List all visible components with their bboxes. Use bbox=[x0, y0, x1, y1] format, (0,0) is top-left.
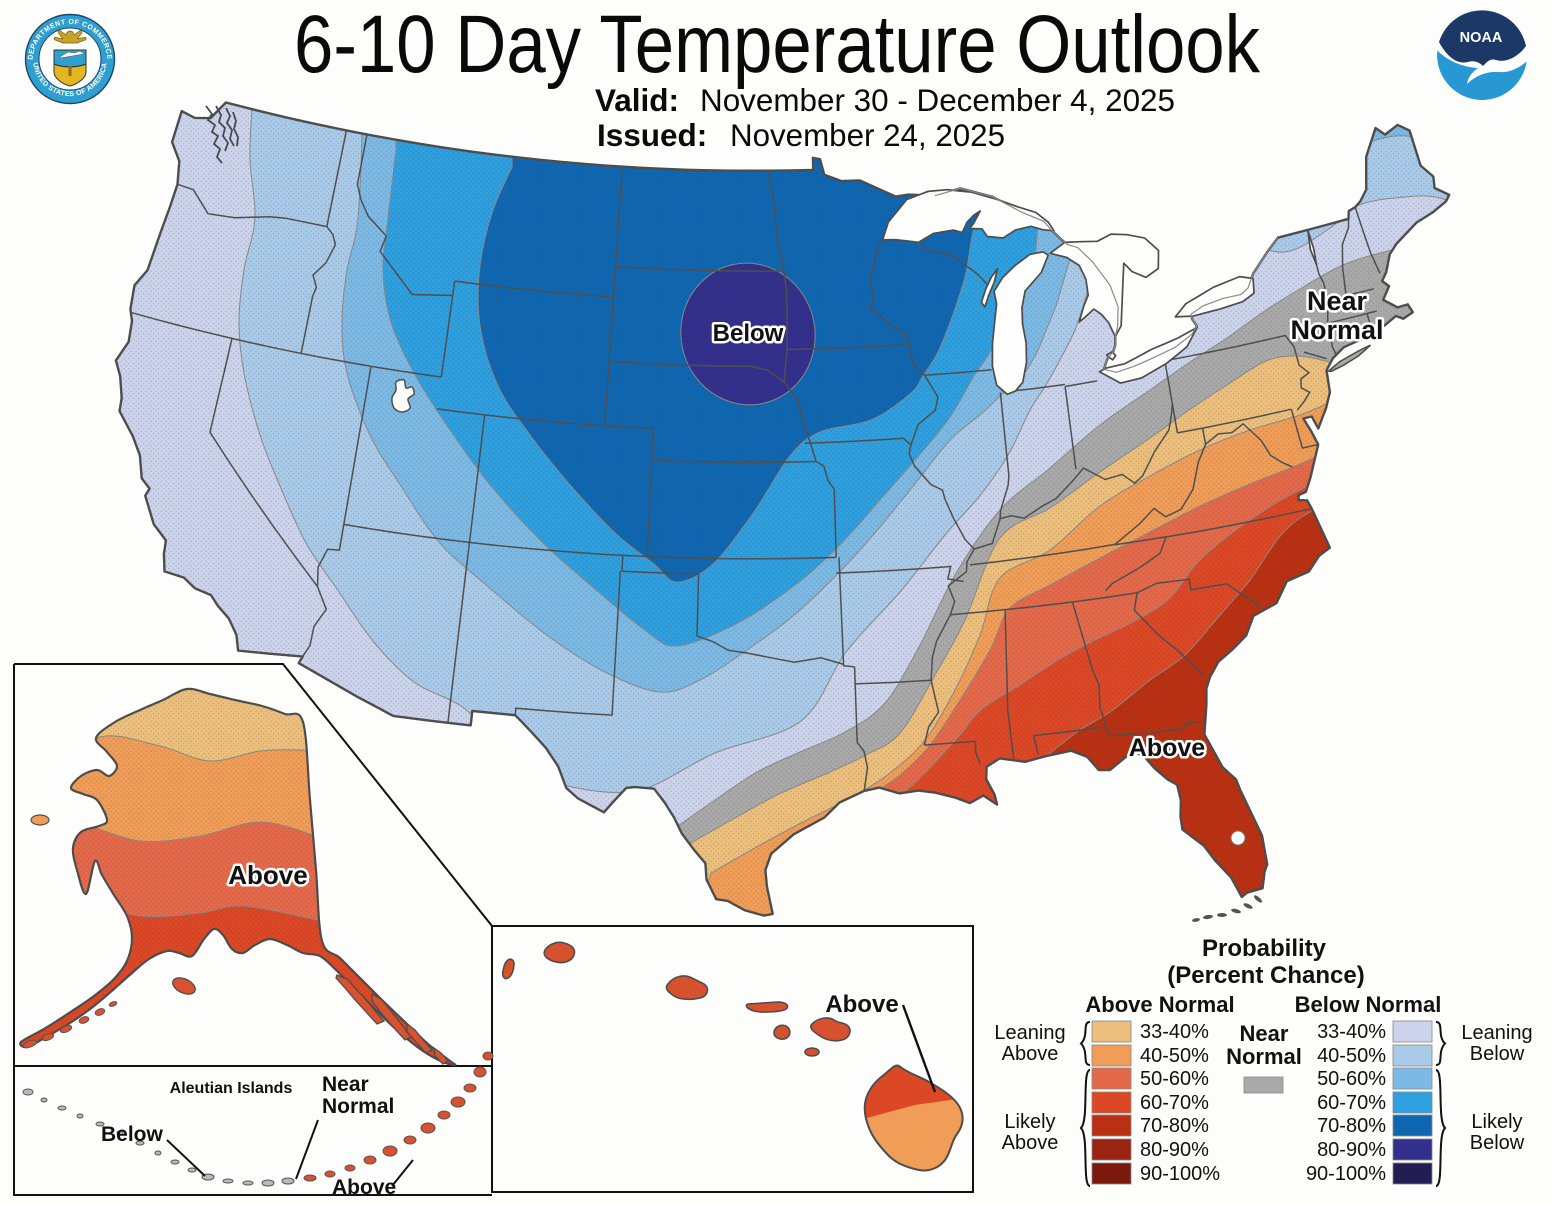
svg-text:Above: Above bbox=[1129, 734, 1206, 762]
svg-text:Leaning: Leaning bbox=[994, 1022, 1065, 1044]
svg-text:November 24, 2025: November 24, 2025 bbox=[730, 117, 1005, 153]
svg-text:Above: Above bbox=[1002, 1132, 1059, 1154]
svg-text:40-50%: 40-50% bbox=[1140, 1045, 1209, 1067]
svg-text:NOAA: NOAA bbox=[1460, 30, 1503, 46]
svg-text:50-60%: 50-60% bbox=[1317, 1068, 1386, 1090]
svg-text:Above: Above bbox=[332, 1176, 396, 1199]
svg-text:Above Normal: Above Normal bbox=[1085, 992, 1234, 1017]
svg-text:Below: Below bbox=[1470, 1132, 1525, 1154]
svg-text:Issued:: Issued: bbox=[597, 117, 707, 153]
svg-text:90-100%: 90-100% bbox=[1306, 1163, 1386, 1185]
svg-text:Above: Above bbox=[825, 991, 898, 1018]
svg-text:Normal: Normal bbox=[322, 1095, 394, 1118]
svg-text:(Percent Chance): (Percent Chance) bbox=[1167, 962, 1364, 989]
svg-text:Near: Near bbox=[322, 1073, 369, 1096]
svg-text:Below Normal: Below Normal bbox=[1295, 992, 1442, 1017]
svg-text:Near: Near bbox=[1307, 286, 1368, 316]
svg-text:80-90%: 80-90% bbox=[1317, 1139, 1386, 1161]
svg-text:50-60%: 50-60% bbox=[1140, 1068, 1209, 1090]
svg-text:90-100%: 90-100% bbox=[1140, 1163, 1220, 1185]
svg-text:6-10 Day Temperature Outlook: 6-10 Day Temperature Outlook bbox=[294, 0, 1261, 90]
svg-text:Above: Above bbox=[228, 860, 307, 890]
svg-text:November 30 - December 4, 2025: November 30 - December 4, 2025 bbox=[700, 82, 1175, 118]
svg-text:Normal: Normal bbox=[1290, 315, 1383, 345]
svg-text:Below: Below bbox=[713, 320, 784, 347]
svg-text:40-50%: 40-50% bbox=[1317, 1045, 1386, 1067]
svg-text:Above: Above bbox=[1002, 1043, 1059, 1065]
svg-text:33-40%: 33-40% bbox=[1317, 1021, 1386, 1043]
svg-text:Valid:: Valid: bbox=[595, 82, 679, 118]
svg-text:Normal: Normal bbox=[1226, 1044, 1302, 1069]
svg-text:Likely: Likely bbox=[1471, 1111, 1522, 1133]
svg-text:33-40%: 33-40% bbox=[1140, 1021, 1209, 1043]
svg-text:Likely: Likely bbox=[1004, 1111, 1055, 1133]
svg-text:80-90%: 80-90% bbox=[1140, 1139, 1209, 1161]
svg-text:Below: Below bbox=[1470, 1043, 1525, 1065]
svg-text:Leaning: Leaning bbox=[1461, 1022, 1532, 1044]
svg-text:60-70%: 60-70% bbox=[1317, 1092, 1386, 1114]
svg-text:Below: Below bbox=[101, 1123, 164, 1146]
svg-text:Aleutian Islands: Aleutian Islands bbox=[170, 1080, 293, 1097]
svg-text:70-80%: 70-80% bbox=[1140, 1115, 1209, 1137]
svg-text:Probability: Probability bbox=[1202, 935, 1327, 962]
svg-text:60-70%: 60-70% bbox=[1140, 1092, 1209, 1114]
svg-text:70-80%: 70-80% bbox=[1317, 1115, 1386, 1137]
svg-text:Near: Near bbox=[1240, 1021, 1289, 1046]
